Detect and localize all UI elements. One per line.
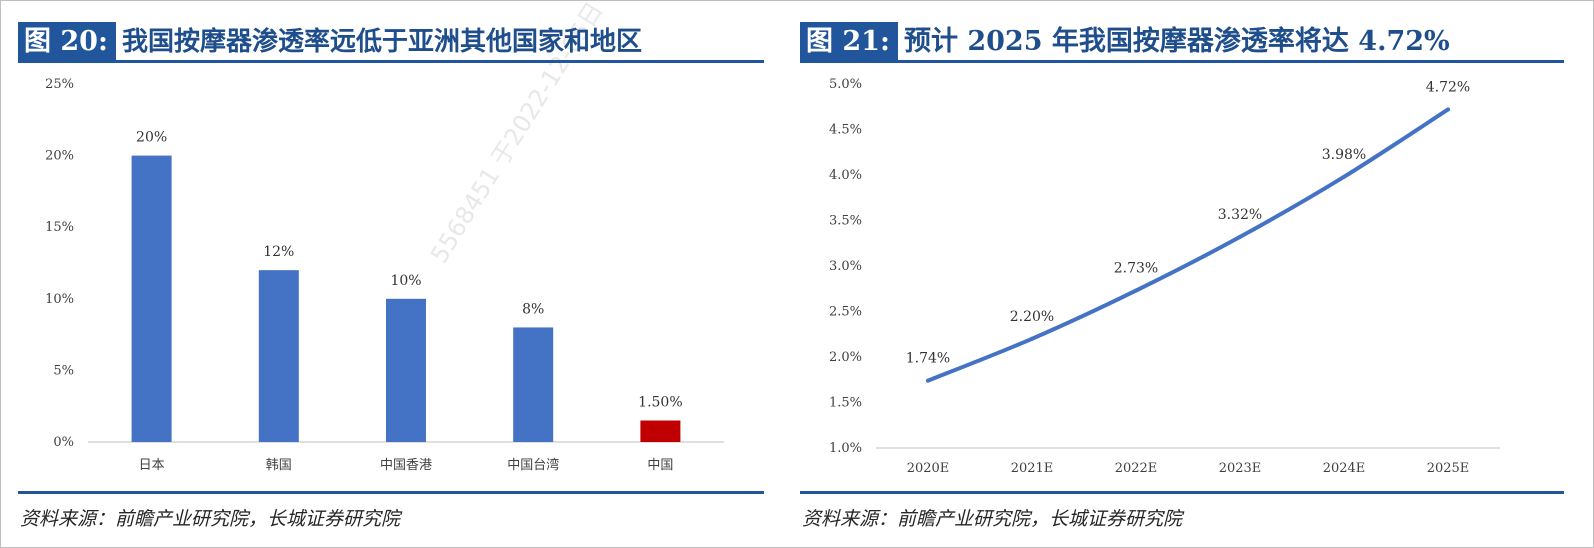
bar-chart: 0% 5% 10% 15% 20% 25% 20% 日本 12% 韩国 10% 中国香港 8% 中国台湾 1…	[45, 77, 724, 473]
x-tick-label: 韩国	[266, 458, 292, 473]
bar-1	[258, 270, 299, 442]
x-tick-label: 2022E	[1115, 461, 1158, 476]
data-label: 2.20%	[1010, 309, 1054, 325]
data-label: 20%	[136, 130, 167, 146]
figure-21-source: 资料来源：前瞻产业研究院，长城证券研究院	[802, 508, 1183, 530]
figure-21-panel: 图 21: 预计 2025 年我国按摩器渗透率将达 4.72% 1.0% 1.5%…	[800, 0, 1564, 548]
y-tick-label: 5.0%	[829, 77, 862, 92]
y-tick-label: 3.0%	[829, 259, 862, 274]
line-chart: 1.0% 1.5% 2.0% 2.5% 3.0% 3.5% 4.0% 4.5% 5.0% 1.74…	[829, 77, 1500, 476]
data-label: 10%	[390, 273, 421, 289]
x-tick-label: 中国香港	[380, 458, 432, 473]
y-tick-label: 2.0%	[829, 350, 862, 365]
data-point	[1134, 288, 1138, 293]
data-label: 1.74%	[906, 351, 950, 367]
figure-21-top-rule	[800, 60, 1564, 63]
figure-20-top-rule	[18, 60, 764, 63]
bar-2	[386, 298, 426, 442]
figure-20-title: 我国按摩器渗透率远低于亚洲其他国家和地区	[121, 27, 642, 57]
x-tick-label: 2023E	[1219, 461, 1262, 476]
figure-20-header: 图 20: 我国按摩器渗透率远低于亚洲其他国家和地区	[18, 22, 764, 62]
y-tick-label: 15%	[45, 220, 74, 235]
x-tick-label: 日本	[139, 458, 165, 473]
y-tick-label: 1.0%	[829, 441, 862, 456]
data-point	[1342, 174, 1346, 179]
bar-0	[131, 155, 172, 442]
data-label: 3.32%	[1218, 207, 1262, 223]
data-label: 2.73%	[1114, 261, 1158, 277]
x-tick-label: 2025E	[1427, 461, 1470, 476]
figure-20-source: 资料来源：前瞻产业研究院，长城证券研究院	[20, 508, 401, 530]
y-tick-label: 4.5%	[829, 123, 862, 138]
figure-20-bottom-rule	[18, 491, 764, 494]
figure-21-bottom-rule	[800, 491, 1564, 494]
x-tick-label: 2021E	[1011, 461, 1054, 476]
data-point	[1446, 107, 1450, 112]
x-tick-label: 2020E	[907, 461, 950, 476]
figure-21-number: 图 21:	[800, 22, 898, 62]
bar-4	[640, 420, 681, 442]
x-tick-label: 2024E	[1323, 461, 1366, 476]
y-tick-label: 1.5%	[829, 396, 862, 411]
figure-20-number: 图 20:	[18, 22, 116, 62]
bar-3	[513, 327, 554, 442]
series-line	[926, 107, 1450, 383]
data-label: 1.50%	[638, 395, 682, 411]
data-point	[1238, 234, 1242, 239]
y-tick-label: 3.5%	[829, 214, 862, 229]
data-label: 12%	[263, 244, 294, 260]
y-tick-label: 5%	[53, 363, 74, 378]
y-tick-label: 0%	[53, 435, 74, 450]
data-point	[1030, 336, 1034, 341]
y-tick-label: 10%	[45, 292, 74, 307]
x-tick-label: 中国台湾	[507, 457, 559, 473]
figure-21-header: 图 21: 预计 2025 年我国按摩器渗透率将达 4.72%	[800, 22, 1564, 62]
x-tick-label: 中国	[647, 458, 673, 473]
data-point	[926, 378, 930, 383]
figure-20-panel: 图 20: 我国按摩器渗透率远低于亚洲其他国家和地区 0% 5% 10% 15% 20%…	[18, 0, 764, 548]
data-label: 4.72%	[1426, 79, 1470, 95]
y-tick-label: 20%	[45, 149, 74, 164]
y-tick-label: 2.5%	[829, 305, 862, 320]
y-tick-label: 25%	[45, 77, 74, 92]
data-label: 8%	[522, 301, 544, 317]
figure-21-title: 预计 2025 年我国按摩器渗透率将达 4.72%	[903, 26, 1450, 57]
y-tick-label: 4.0%	[829, 168, 862, 183]
data-label: 3.98%	[1322, 147, 1366, 163]
